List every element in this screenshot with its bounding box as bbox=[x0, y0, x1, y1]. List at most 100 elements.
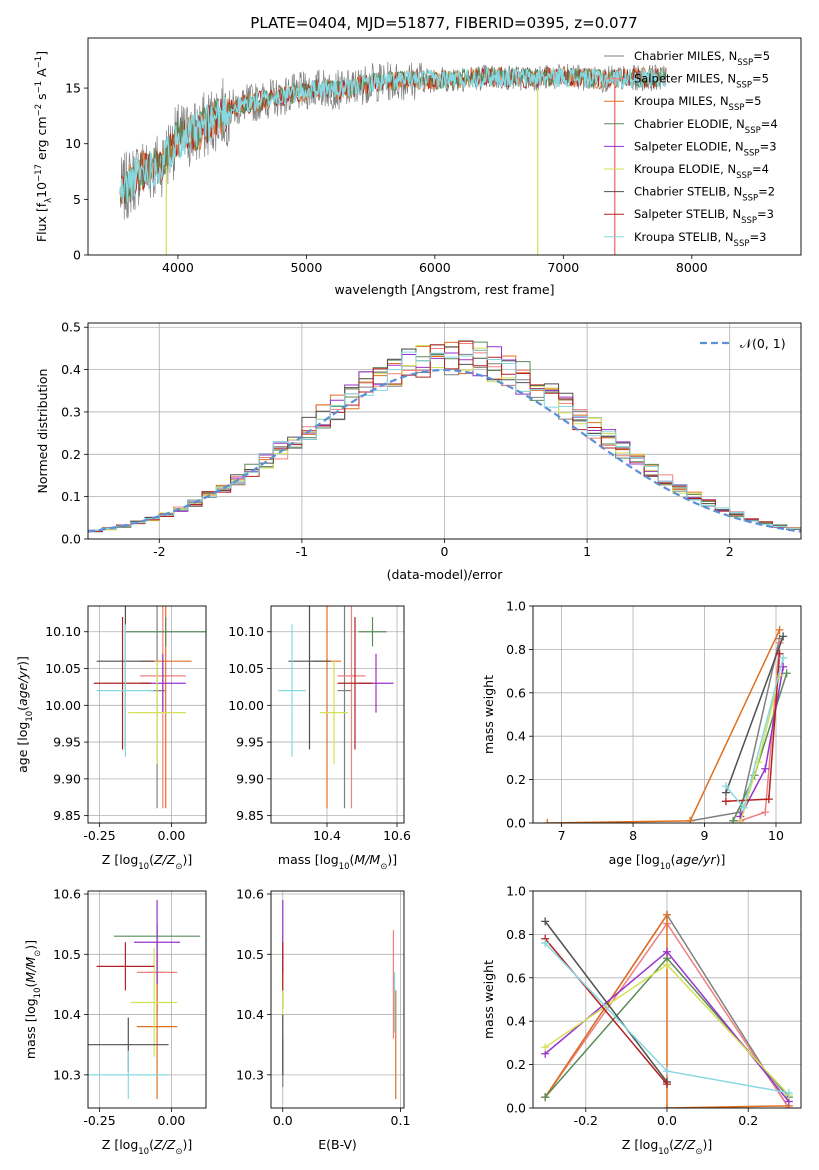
y-tick-label: 10.4 bbox=[53, 1007, 81, 1022]
y-tick-label: 5 bbox=[73, 192, 81, 207]
error-point bbox=[96, 624, 155, 757]
weight-line bbox=[725, 636, 784, 793]
legend-label: Kroupa STELIB, NSSP=3 bbox=[634, 230, 766, 249]
error-point bbox=[337, 606, 366, 809]
plot-area bbox=[278, 606, 394, 809]
weight-marker bbox=[663, 947, 671, 956]
y-tick-label: 10 bbox=[65, 136, 81, 151]
axes-frame bbox=[87, 37, 802, 256]
x-tick-label: 0 bbox=[441, 544, 449, 559]
spectrum-model-line bbox=[119, 67, 667, 203]
ticks: -2 -1 0 1 2 0.0 0.1 0.2 0.3 0.4 0.5 bbox=[61, 320, 734, 559]
y-tick-label: 10.10 bbox=[45, 624, 81, 639]
x-tick-label: 0.2 bbox=[738, 1113, 758, 1128]
ticks: -0.2 0.0 0.2 0.0 0.2 0.4 0.6 0.8 1.0 bbox=[506, 884, 758, 1129]
x-axis-label: age [log10(age/yr)] bbox=[609, 852, 726, 872]
x-tick-label: 0.0 bbox=[273, 1113, 293, 1128]
weight-series bbox=[541, 939, 793, 1097]
y-axis-label: Normed distribution bbox=[35, 369, 50, 494]
plot-area bbox=[93, 606, 206, 809]
y-tick-label: 0.6 bbox=[506, 685, 526, 700]
legend-label: 𝒩(0, 1) bbox=[740, 336, 786, 351]
grid bbox=[88, 606, 206, 823]
weight-marker bbox=[543, 819, 552, 823]
weight-marker bbox=[729, 816, 738, 823]
x-tick-label: 0.00 bbox=[158, 828, 186, 843]
error-point bbox=[131, 948, 178, 1057]
weight-series bbox=[721, 654, 788, 812]
x-axis-label: Z [log10(Z/Z⊙)] bbox=[102, 1137, 192, 1157]
weight-line bbox=[544, 920, 668, 1083]
weight-line bbox=[544, 938, 668, 1085]
weight-marker bbox=[779, 654, 788, 663]
x-tick-label: 0.00 bbox=[158, 1113, 186, 1128]
weight-marker bbox=[764, 795, 773, 804]
error-point bbox=[278, 624, 306, 757]
x-axis-label: Z [log10(Z/Z⊙)] bbox=[622, 1137, 712, 1157]
weight-marker bbox=[663, 910, 671, 919]
y-tick-label: 0 bbox=[73, 248, 81, 263]
legend-label: Kroupa MILES, NSSP=5 bbox=[634, 94, 761, 113]
plot-area bbox=[282, 900, 397, 1099]
y-tick-label: 9.95 bbox=[236, 735, 264, 750]
axes-frame bbox=[87, 322, 802, 540]
error-point bbox=[134, 900, 181, 985]
age-vs-mass-panel: 10.4 10.6 9.85 9.90 9.95 10.00 10.05 10.10 mass … bbox=[228, 605, 411, 872]
mass-weight-vs-metallicity-panel: -0.2 0.0 0.2 0.0 0.2 0.4 0.6 0.8 1.0 mass weight Z… bbox=[481, 884, 802, 1157]
weight-marker bbox=[779, 632, 788, 641]
x-axis-label: mass [log10(M/M⊙)] bbox=[278, 852, 397, 872]
legend: Chabrier MILES, NSSP=5 Salpeter MILES, NS… bbox=[604, 49, 778, 249]
y-tick-label: 0.2 bbox=[506, 772, 526, 787]
weight-series bbox=[543, 625, 784, 823]
error-point bbox=[288, 606, 331, 750]
x-tick-label: -0.25 bbox=[83, 1113, 115, 1128]
y-tick-label: 10.6 bbox=[236, 887, 264, 902]
x-tick-label: 7 bbox=[558, 828, 566, 843]
plot-area bbox=[541, 910, 793, 1108]
x-tick-label: 7000 bbox=[547, 260, 579, 275]
weight-marker bbox=[541, 939, 550, 948]
y-tick-label: 9.90 bbox=[53, 771, 81, 786]
ticks: 7 8 9 10 0.0 0.2 0.4 0.6 0.8 1.0 bbox=[506, 599, 784, 844]
error-point bbox=[358, 617, 387, 647]
axes-frame bbox=[87, 890, 207, 1109]
x-tick-label: 10 bbox=[768, 828, 784, 843]
x-tick-label: 2 bbox=[726, 544, 734, 559]
y-axis-label: mass [log10(M/M⊙)] bbox=[23, 940, 43, 1059]
y-tick-label: 10.5 bbox=[236, 947, 264, 962]
x-axis-label: (data-model)/error bbox=[387, 567, 504, 582]
weight-marker bbox=[775, 625, 784, 634]
y-tick-label: 0.4 bbox=[506, 729, 526, 744]
grid bbox=[271, 891, 404, 1108]
spectrum-panel: 4000 5000 6000 7000 8000 0 5 10 15 wavelength [An… bbox=[34, 37, 802, 297]
ticks: 4000 5000 6000 7000 8000 0 5 10 15 bbox=[65, 81, 708, 275]
mass-weight-vs-age-panel: 7 8 9 10 0.0 0.2 0.4 0.6 0.8 1.0 mass weight age [l… bbox=[481, 599, 802, 872]
y-tick-label: 1.0 bbox=[506, 884, 526, 899]
y-tick-label: 10.05 bbox=[45, 661, 81, 676]
x-axis-label: E(B-V) bbox=[318, 1137, 357, 1152]
y-tick-label: 0.2 bbox=[506, 1057, 526, 1072]
x-tick-label: 8000 bbox=[676, 260, 708, 275]
y-axis-label: Flux [fλ10−17 erg cm−2 s−1 A−1] bbox=[34, 51, 54, 242]
error-point bbox=[125, 617, 206, 647]
x-tick-label: 10.4 bbox=[313, 828, 341, 843]
y-tick-label: 0.8 bbox=[506, 927, 526, 942]
y-tick-label: 10.3 bbox=[53, 1067, 81, 1082]
x-tick-label: 1 bbox=[583, 544, 591, 559]
axes-frame bbox=[270, 890, 405, 1109]
y-tick-label: 10.10 bbox=[228, 624, 264, 639]
axes-frame bbox=[87, 605, 207, 824]
x-tick-label: 4000 bbox=[162, 260, 194, 275]
figure-title: PLATE=0404, MJD=51877, FIBERID=0395, z=0… bbox=[250, 14, 637, 32]
weight-marker bbox=[775, 649, 784, 658]
legend-label: Salpeter MILES, NSSP=5 bbox=[634, 72, 769, 91]
x-tick-label: -0.25 bbox=[83, 828, 115, 843]
x-tick-label: 10.6 bbox=[383, 828, 411, 843]
legend-label: Kroupa ELODIE, NSSP=4 bbox=[634, 162, 769, 181]
legend-label: Salpeter ELODIE, NSSP=3 bbox=[634, 139, 777, 158]
weight-marker bbox=[739, 803, 748, 812]
error-point bbox=[88, 1050, 169, 1099]
y-tick-label: 9.95 bbox=[53, 735, 81, 750]
weight-marker bbox=[721, 797, 730, 806]
